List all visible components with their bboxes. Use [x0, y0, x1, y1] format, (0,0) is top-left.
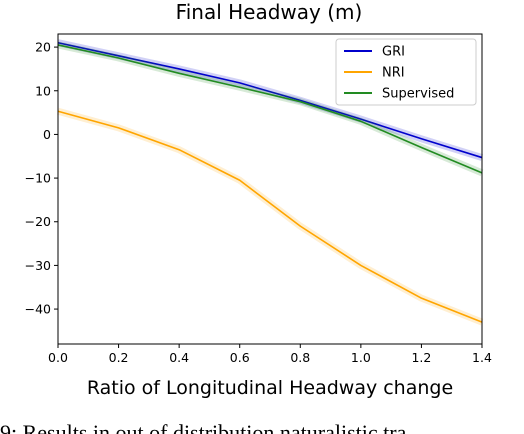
y-tick-label: −10	[25, 171, 51, 186]
y-tick-label: −20	[25, 214, 51, 229]
legend-label-gri: GRI	[382, 45, 405, 60]
x-tick-label: 0.2	[109, 350, 129, 365]
x-tick-label: 1.0	[351, 350, 371, 365]
series-line-gri	[57, 41, 483, 159]
x-tick-label: 1.2	[411, 350, 431, 365]
legend-box	[335, 38, 477, 106]
y-tick-label: −30	[25, 258, 51, 273]
x-tick-label: 0.0	[48, 350, 68, 365]
plot-frame	[57, 33, 483, 345]
x-axis-label: Ratio of Longitudinal Headway change	[87, 377, 453, 399]
x-tick-label: 0.4	[169, 350, 189, 365]
x-tick-label: 0.8	[290, 350, 310, 365]
legend-label-nri: NRI	[382, 66, 405, 81]
chart-title: Final Headway (m)	[176, 0, 363, 24]
axis-ticks: 0.0 0.2 0.4 0.6 0.8 1.0 1.2 1.4 20 10 0 −10 −20 −30 −4…	[25, 40, 492, 365]
figure-caption: 9: Results in out of distribution natura…	[0, 420, 407, 434]
x-tick-label: 1.4	[472, 350, 492, 365]
series-line-nri	[57, 110, 483, 323]
series-line-supervised	[57, 44, 483, 174]
y-tick-label: −40	[25, 302, 51, 317]
legend-label-supervised: Supervised	[382, 87, 454, 102]
y-tick-label: 10	[35, 83, 51, 98]
legend: GRI NRI Supervised	[335, 38, 477, 106]
x-tick-label: 0.6	[230, 350, 250, 365]
series-layer	[57, 39, 484, 326]
y-tick-label: 0	[43, 127, 51, 142]
y-tick-label: 20	[35, 40, 51, 55]
